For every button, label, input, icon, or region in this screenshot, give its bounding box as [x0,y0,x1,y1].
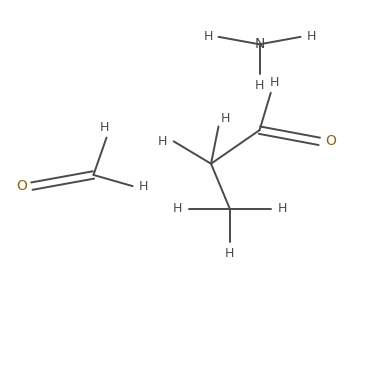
Text: H: H [306,30,316,43]
Text: H: H [277,202,287,215]
Text: H: H [270,76,279,89]
Text: H: H [173,202,182,215]
Text: H: H [203,30,213,43]
Text: O: O [16,179,27,193]
Text: H: H [158,135,167,148]
Text: N: N [255,37,265,51]
Text: H: H [225,247,234,260]
Text: O: O [325,134,336,149]
Text: H: H [221,112,230,125]
Text: H: H [100,121,109,133]
Text: H: H [138,180,148,193]
Text: H: H [255,79,264,92]
